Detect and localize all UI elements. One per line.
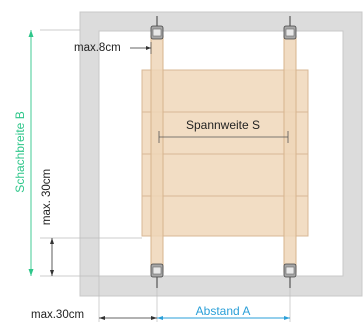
label-max-top: max.8cm xyxy=(74,42,121,54)
support-rail-right xyxy=(283,35,297,273)
anchors xyxy=(150,16,297,288)
grating-board xyxy=(141,111,309,155)
grating-board xyxy=(141,153,309,197)
label-span: Spannweite S xyxy=(186,118,260,132)
label-max-left: max. 30cm xyxy=(41,169,53,225)
anchor-bottom-left xyxy=(150,263,164,288)
dimension-max-top: max.8cm xyxy=(74,42,152,54)
dimension-max-bottom: max.30cm xyxy=(31,309,157,321)
label-distance: Abstand A xyxy=(196,304,251,318)
anchor-top-right xyxy=(283,16,297,40)
label-shaft-width: Schachbreite B xyxy=(13,111,27,192)
label-max-bottom: max.30cm xyxy=(31,309,84,321)
grating-board xyxy=(141,69,309,113)
grating-boards xyxy=(141,69,309,237)
anchor-bottom-right xyxy=(283,263,297,288)
support-rails xyxy=(150,35,297,273)
dimension-shaft-width: Schachbreite B xyxy=(13,30,34,276)
support-rail-left xyxy=(150,35,164,273)
dimension-max-left: max. 30cm xyxy=(41,169,54,276)
dimension-distance: Abstand A xyxy=(157,304,290,320)
anchor-top-left xyxy=(150,16,164,40)
extension-lines xyxy=(40,29,291,322)
dimension-span: Spannweite S xyxy=(158,118,289,143)
grating-board xyxy=(141,195,309,237)
